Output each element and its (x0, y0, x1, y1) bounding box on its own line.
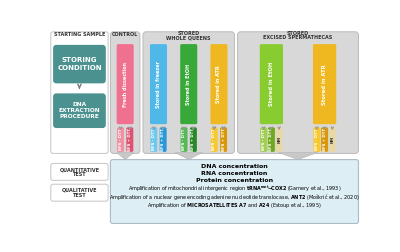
Text: NM: NM (277, 136, 281, 143)
FancyBboxPatch shape (211, 127, 218, 152)
FancyBboxPatch shape (150, 127, 157, 152)
Text: BFS - DTT: BFS - DTT (152, 129, 156, 150)
Text: BFS - DTT: BFS - DTT (262, 129, 266, 150)
FancyBboxPatch shape (150, 44, 167, 124)
FancyBboxPatch shape (210, 44, 228, 124)
FancyBboxPatch shape (220, 127, 227, 152)
Polygon shape (117, 153, 134, 160)
FancyBboxPatch shape (53, 93, 106, 128)
Text: CONTROL: CONTROL (112, 32, 138, 37)
Polygon shape (279, 153, 317, 160)
Text: BFS - DTT: BFS - DTT (212, 129, 216, 150)
FancyBboxPatch shape (190, 127, 197, 152)
FancyBboxPatch shape (276, 127, 283, 152)
Text: TEST: TEST (73, 193, 86, 198)
Text: BFS - DTT: BFS - DTT (118, 129, 122, 150)
Text: BFS + DTT: BFS + DTT (161, 128, 165, 151)
Text: STORING
CONDITION: STORING CONDITION (57, 57, 102, 71)
Text: BFS + DTT: BFS + DTT (191, 128, 195, 151)
Text: BFS - DTT: BFS - DTT (315, 129, 319, 150)
Text: QUALITATIVE: QUALITATIVE (62, 188, 97, 193)
Text: QUANTITATIVE: QUANTITATIVE (60, 167, 100, 172)
Text: NM: NM (330, 136, 334, 143)
Text: DNA
EXTRACTION
PROCEDURE: DNA EXTRACTION PROCEDURE (59, 102, 100, 119)
Text: Amplification of a nuclear gene encoding adenine nucleotide translocase, $\mathb: Amplification of a nuclear gene encoding… (109, 192, 360, 202)
Text: BFS + DTT: BFS + DTT (128, 128, 132, 151)
Text: Stored in EtOH: Stored in EtOH (186, 64, 191, 105)
FancyBboxPatch shape (160, 127, 167, 152)
FancyBboxPatch shape (117, 44, 134, 124)
FancyBboxPatch shape (51, 32, 108, 153)
Text: TEST: TEST (73, 173, 86, 177)
FancyBboxPatch shape (313, 127, 320, 152)
FancyBboxPatch shape (53, 45, 106, 83)
Text: STORED: STORED (178, 31, 200, 36)
Text: Protein concentration: Protein concentration (196, 178, 273, 183)
FancyBboxPatch shape (329, 127, 336, 152)
FancyBboxPatch shape (51, 184, 108, 201)
FancyBboxPatch shape (260, 127, 267, 152)
FancyBboxPatch shape (268, 127, 275, 152)
Text: STORED: STORED (287, 31, 309, 36)
FancyBboxPatch shape (238, 32, 358, 153)
FancyBboxPatch shape (180, 127, 188, 152)
FancyBboxPatch shape (110, 32, 140, 153)
Text: BFS + DTT: BFS + DTT (222, 128, 226, 151)
FancyBboxPatch shape (313, 44, 336, 124)
Text: Amplification of $\mathbf{MICROSATELLITES\ A7}$ and $\mathbf{A24}$ (Estoup et al: Amplification of $\mathbf{MICROSATELLITE… (147, 201, 322, 209)
FancyBboxPatch shape (110, 160, 358, 224)
FancyBboxPatch shape (260, 44, 283, 124)
FancyBboxPatch shape (143, 32, 234, 153)
Text: STARTING SAMPLE: STARTING SAMPLE (54, 32, 105, 37)
Text: BFS - DTT: BFS - DTT (182, 129, 186, 150)
Text: RNA concentration: RNA concentration (201, 171, 268, 176)
Text: EXCISED SPERMATHECAS: EXCISED SPERMATHECAS (263, 36, 333, 40)
Text: Stored in ATR: Stored in ATR (216, 65, 222, 103)
Polygon shape (175, 153, 202, 160)
Text: BFS + DTT: BFS + DTT (270, 128, 274, 151)
Text: Amplification of mitochondrial intergenic region $\mathbf{tRNA^{met}\!\!-\!\!COX: Amplification of mitochondrial intergeni… (128, 184, 341, 194)
Text: Stored in ATR: Stored in ATR (322, 64, 327, 105)
Text: Stored in freezer: Stored in freezer (156, 61, 161, 108)
Text: Stored in EtOH: Stored in EtOH (269, 62, 274, 106)
Text: Fresh dissection: Fresh dissection (123, 62, 128, 107)
Text: BFS + DTT: BFS + DTT (322, 128, 326, 151)
Text: WHOLE QUEENS: WHOLE QUEENS (166, 36, 211, 40)
FancyBboxPatch shape (180, 44, 197, 124)
Text: DNA concentration: DNA concentration (201, 164, 268, 169)
FancyBboxPatch shape (117, 127, 124, 152)
FancyBboxPatch shape (321, 127, 328, 152)
FancyBboxPatch shape (51, 164, 108, 180)
FancyBboxPatch shape (126, 127, 133, 152)
